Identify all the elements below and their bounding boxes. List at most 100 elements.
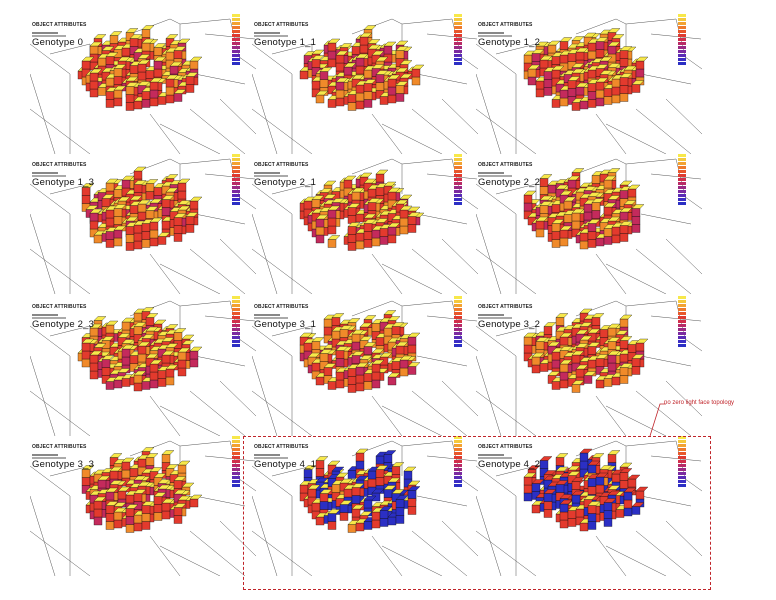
genotype-name: Genotype 0	[32, 36, 84, 48]
legend-swatch	[454, 315, 462, 320]
context-wireframe-line	[252, 325, 293, 357]
legend-swatch	[454, 41, 462, 46]
context-wireframe-line	[371, 395, 403, 436]
legend-swatch	[454, 169, 462, 174]
attribute-line	[32, 454, 58, 456]
voxel-top-face	[567, 175, 581, 181]
legend-swatch	[678, 319, 686, 324]
context-wireframe-line	[189, 108, 246, 154]
context-wireframe-line	[30, 355, 56, 436]
voxel-top-face	[339, 478, 353, 484]
voxel-top-face	[619, 336, 633, 341]
voxel-top-face	[105, 487, 119, 493]
legend-swatch	[454, 161, 462, 166]
voxel-top-face	[363, 219, 377, 224]
voxel-top-face	[371, 348, 385, 354]
object-attributes-label: OBJECT ATTRIBUTES	[478, 162, 533, 168]
voxel-top-face	[379, 506, 393, 511]
voxel-scene	[476, 300, 702, 436]
voxel-top-face	[335, 472, 349, 478]
context-wireframe-line	[495, 465, 537, 477]
legend-swatch	[454, 185, 462, 190]
voxel-top-face	[125, 76, 139, 82]
legend-swatch	[454, 49, 462, 54]
context-wireframe-line	[149, 113, 181, 154]
genotype-tile: OBJECT ATTRIBUTES Genotype 3_1	[252, 296, 478, 436]
legend-swatch	[454, 339, 462, 344]
voxel-top-face	[395, 40, 409, 46]
context-wireframe-line	[416, 495, 468, 507]
voxel-top-face	[607, 28, 621, 33]
context-wireframe-line	[476, 355, 502, 436]
voxel-top-face	[539, 174, 553, 179]
voxel-top-face	[189, 196, 203, 202]
voxel-top-face	[113, 85, 127, 91]
context-wireframe-line	[49, 465, 91, 477]
context-wireframe-line	[625, 300, 677, 307]
voxel-top-face	[109, 480, 123, 485]
voxel-top-face	[631, 502, 645, 507]
context-wireframe-line	[381, 263, 443, 294]
genotype-name: Genotype 3_3	[32, 458, 95, 470]
voxel-top-face	[591, 453, 605, 458]
voxel-top-face	[583, 495, 597, 500]
context-wireframe-line	[426, 455, 478, 462]
tile-header: OBJECT ATTRIBUTES Genotype 0	[32, 14, 86, 47]
legend-swatch	[454, 299, 462, 304]
legend-swatch	[454, 451, 462, 456]
context-wireframe-line	[189, 390, 246, 436]
legend-swatch	[454, 331, 462, 336]
voxel-top-face	[141, 307, 155, 312]
attribute-line	[32, 457, 66, 459]
context-wireframe-line	[426, 33, 478, 40]
context-wireframe-line	[271, 43, 313, 55]
voxel-top-face	[559, 37, 573, 42]
voxel-top-face	[121, 457, 135, 463]
voxel-top-face	[311, 337, 325, 342]
legend-swatch	[232, 459, 240, 464]
voxel-top-face	[81, 56, 95, 62]
voxel-top-face	[535, 216, 549, 222]
voxel-top-face	[311, 49, 325, 55]
voxel-top-face	[623, 65, 637, 71]
legend-swatch	[678, 201, 686, 206]
voxel-top-face	[161, 450, 175, 455]
attribute-line	[478, 35, 512, 37]
voxel-top-face	[169, 61, 183, 67]
voxel-top-face	[327, 509, 341, 514]
voxel-top-face	[603, 175, 617, 181]
voxel-top-face	[121, 317, 135, 323]
voxel-top-face	[619, 46, 633, 51]
voxel-top-face	[575, 329, 589, 335]
context-wireframe-line	[179, 440, 231, 447]
context-wireframe-line	[426, 173, 478, 180]
context-wireframe-line	[189, 248, 246, 294]
context-wireframe-line	[149, 395, 181, 436]
context-wireframe-line	[219, 380, 256, 417]
legend-swatch	[678, 463, 686, 468]
voxel-top-face	[327, 460, 341, 466]
legend-swatch	[232, 154, 240, 158]
voxel-top-face	[101, 355, 115, 360]
voxel-top-face	[177, 495, 191, 501]
genotype-name: Genotype 2_1	[254, 176, 317, 188]
voxel-top-face	[363, 315, 377, 320]
legend-swatch	[678, 339, 686, 344]
legend-swatch	[678, 467, 686, 472]
legend-swatch	[232, 319, 240, 324]
voxel-top-face	[165, 324, 179, 329]
voxel-top-face	[149, 77, 163, 83]
context-wireframe-line	[49, 183, 91, 195]
voxel-scene	[476, 18, 702, 154]
voxel-top-face	[571, 36, 585, 41]
legend-swatch	[454, 459, 462, 464]
legend-swatch	[678, 14, 686, 18]
voxel-top-face	[591, 198, 605, 203]
voxel-top-face	[383, 181, 397, 187]
context-wireframe-line	[476, 325, 517, 357]
legend-swatch	[232, 165, 240, 170]
voxel-top-face	[105, 178, 119, 184]
context-wireframe-line	[252, 530, 313, 576]
context-wireframe-line	[30, 108, 91, 154]
voxel-top-face	[531, 49, 545, 54]
